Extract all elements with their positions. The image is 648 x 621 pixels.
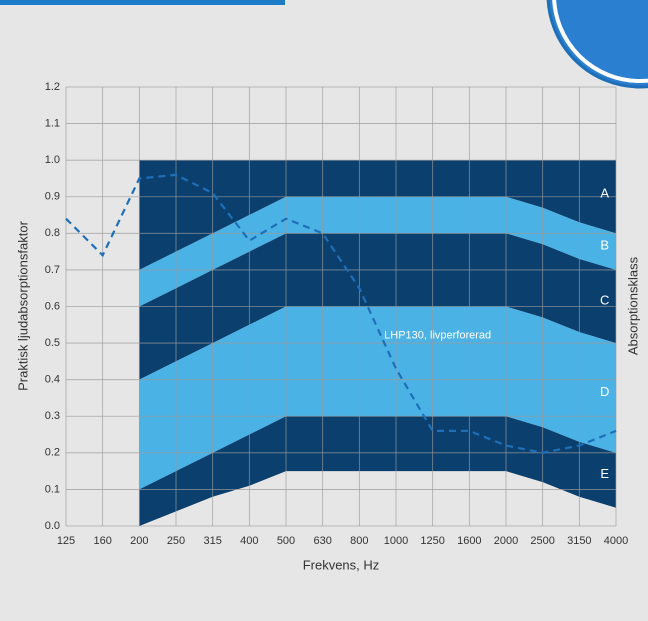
series-label: LHP130, livperforerad	[384, 330, 491, 342]
y-tick-label: 0.6	[45, 300, 60, 312]
x-tick-label: 125	[57, 535, 75, 547]
x-tick-label: 400	[240, 535, 258, 547]
x-tick-label: 250	[167, 535, 185, 547]
x-tick-label: 500	[277, 535, 295, 547]
y-tick-label: 0.9	[45, 191, 60, 203]
plot-area: 0.0 0.1 0.2 0.3 0.4 0.5 0.6 0.7 0.8 0.9 1.0 1.1 1.2 1…	[45, 81, 629, 547]
y-tick-label: 0.2	[45, 447, 60, 459]
top-bar	[0, 0, 285, 5]
class-band	[139, 196, 617, 307]
x-tick-label: 1250	[420, 535, 444, 547]
x-tick-label: 200	[130, 535, 148, 547]
x-tick-label: 160	[93, 535, 111, 547]
class-label: C	[600, 292, 609, 307]
y-tick-label: 0.3	[45, 410, 60, 422]
x-tick-label: 800	[350, 535, 368, 547]
x-tick-label: 1600	[457, 535, 481, 547]
x-tick-label: 4000	[604, 535, 628, 547]
y-tick-label: 0.7	[45, 264, 60, 276]
y-tick-label: 0.0	[45, 520, 60, 532]
y-tick-label: 1.0	[45, 154, 60, 166]
x-tick-label: 315	[203, 535, 221, 547]
x-tick-label: 3150	[567, 535, 591, 547]
y2-axis-label: Absorptionsklass	[625, 256, 640, 355]
class-label: D	[600, 384, 609, 399]
corner-badge-ring	[552, 0, 648, 83]
class-band	[139, 416, 617, 526]
y-tick-label: 1.2	[45, 81, 60, 93]
y-tick-label: 0.4	[45, 374, 60, 386]
y-tick-label: 0.5	[45, 337, 60, 349]
y-axis-label: Praktisk ljudabsorptionsfaktor	[15, 220, 30, 390]
corner-badge	[546, 0, 648, 89]
x-tick-label: 1000	[384, 535, 408, 547]
x-tick-label: 630	[313, 535, 331, 547]
class-band	[139, 306, 617, 490]
y-tick-label: 1.1	[45, 117, 60, 129]
x-tick-label: 2500	[530, 535, 554, 547]
x-axis-label: Frekvens, Hz	[303, 557, 380, 572]
y-tick-label: 0.1	[45, 483, 60, 495]
y-tick-label: 0.8	[45, 227, 60, 239]
data-line	[65, 173, 617, 454]
class-label: B	[600, 238, 609, 253]
class-label: E	[600, 466, 609, 481]
class-band	[139, 160, 617, 270]
x-tick-label: 2000	[494, 535, 518, 547]
class-label: A	[600, 185, 609, 200]
